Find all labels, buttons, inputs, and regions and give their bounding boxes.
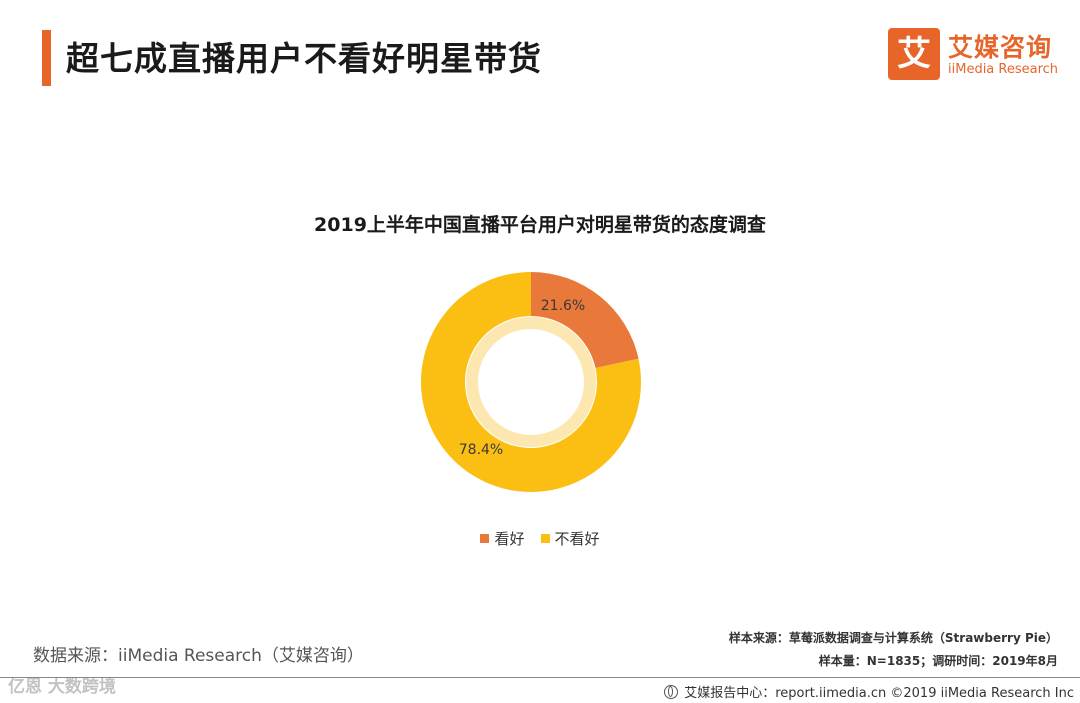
footer-bar: 艾媒报告中心：report.iimedia.cn ©2019 iiMedia R…: [664, 682, 1074, 701]
slice-positive: [531, 272, 639, 369]
slice-negative: [420, 272, 642, 493]
data-label-negative: 78.4%: [459, 442, 503, 458]
footer-divider: [0, 677, 1080, 678]
watermark-text: 亿恩 大数跨境: [8, 677, 116, 697]
logo-en-text: iiMedia Research: [948, 62, 1059, 77]
chart-title: 2019上半年中国直播平台用户对明星带货的态度调查: [314, 214, 766, 236]
legend-label-positive: 看好: [494, 530, 525, 548]
donut-inner-ring: [466, 317, 596, 447]
sample-source: 样本来源：草莓派数据调查与计算系统（Strawberry Pie）: [728, 631, 1058, 645]
legend-swatch-negative: [540, 534, 550, 543]
legend-item-positive: 看好: [480, 528, 525, 549]
title-accent-bar: [42, 30, 51, 86]
chart-legend: 看好 不看好: [0, 528, 1080, 549]
iimedia-logo: 艾 艾媒咨询 iiMedia Research: [888, 28, 1063, 84]
page-title: 超七成直播用户不看好明星带货: [66, 39, 542, 78]
data-source: 数据来源：iiMedia Research（艾媒咨询）: [33, 646, 364, 666]
legend-item-negative: 不看好: [540, 528, 600, 549]
report-center-text: 艾媒报告中心：report.iimedia.cn ©2019 iiMedia R…: [684, 686, 1074, 701]
globe-icon: [664, 684, 679, 699]
sample-size: 样本量：N=1835；调研时间：2019年8月: [818, 654, 1058, 668]
data-label-positive: 21.6%: [541, 298, 585, 314]
legend-label-negative: 不看好: [554, 530, 600, 548]
logo-cn-text: 艾媒咨询: [948, 33, 1053, 62]
logo-mark: 艾: [888, 28, 940, 80]
legend-swatch-positive: [480, 534, 490, 543]
